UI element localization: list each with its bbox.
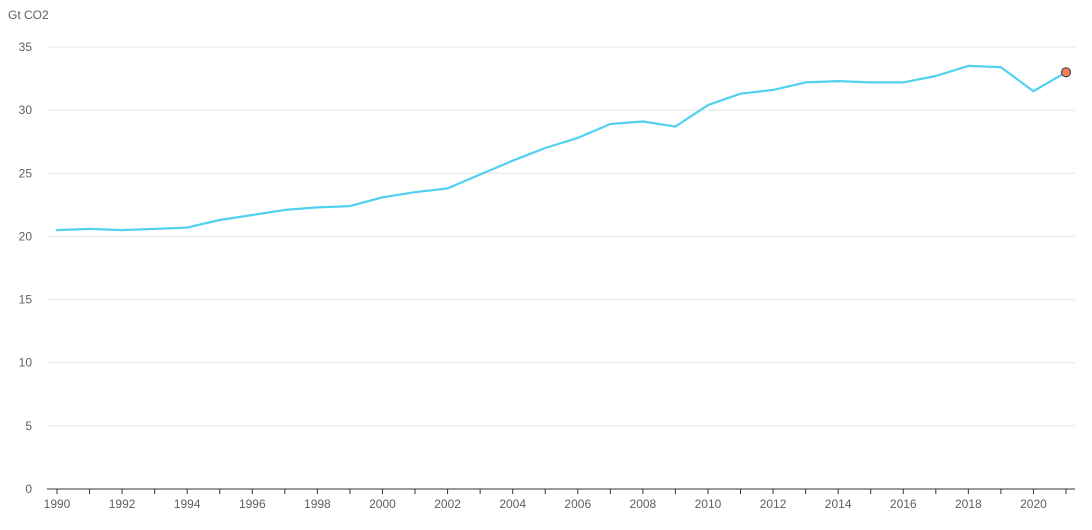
y-tick-label-30: 30 bbox=[19, 103, 33, 117]
y-tick-label-10: 10 bbox=[19, 356, 33, 370]
series-layer bbox=[55, 64, 1071, 232]
y-axis-unit-label: Gt CO2 bbox=[8, 8, 49, 22]
x-tick-label-2016: 2016 bbox=[890, 497, 917, 511]
x-tick-label-1990: 1990 bbox=[44, 497, 71, 511]
x-tick-label-2000: 2000 bbox=[369, 497, 396, 511]
x-tick-label-2002: 2002 bbox=[434, 497, 461, 511]
gridlines bbox=[47, 46, 1075, 427]
y-tick-label-35: 35 bbox=[19, 40, 33, 54]
series-line-0 bbox=[55, 64, 1068, 232]
x-tick-label-1994: 1994 bbox=[174, 497, 201, 511]
x-axis-ticks: 1990 1992 1994 1996 1998 2000 2002 2004 2006 2008… bbox=[44, 489, 1067, 511]
x-tick-label-1998: 1998 bbox=[304, 497, 331, 511]
x-tick-label-2020: 2020 bbox=[1020, 497, 1047, 511]
x-tick-label-2010: 2010 bbox=[695, 497, 722, 511]
x-tick-label-2018: 2018 bbox=[955, 497, 982, 511]
x-tick-label-1996: 1996 bbox=[239, 497, 266, 511]
x-tick-label-2012: 2012 bbox=[760, 497, 787, 511]
y-tick-label-25: 25 bbox=[19, 166, 33, 180]
x-tick-label-1992: 1992 bbox=[109, 497, 136, 511]
y-tick-label-5: 5 bbox=[25, 419, 32, 433]
y-axis-ticks: 0 5 10 15 20 25 30 35 bbox=[19, 40, 33, 496]
x-tick-label-2006: 2006 bbox=[564, 497, 591, 511]
x-tick-label-2014: 2014 bbox=[825, 497, 852, 511]
last-data-point-marker bbox=[1061, 67, 1071, 78]
y-tick-label-15: 15 bbox=[19, 293, 33, 307]
y-tick-label-0: 0 bbox=[25, 482, 32, 496]
x-tick-label-2004: 2004 bbox=[499, 497, 526, 511]
x-tick-label-2008: 2008 bbox=[630, 497, 657, 511]
y-tick-label-20: 20 bbox=[19, 229, 33, 243]
